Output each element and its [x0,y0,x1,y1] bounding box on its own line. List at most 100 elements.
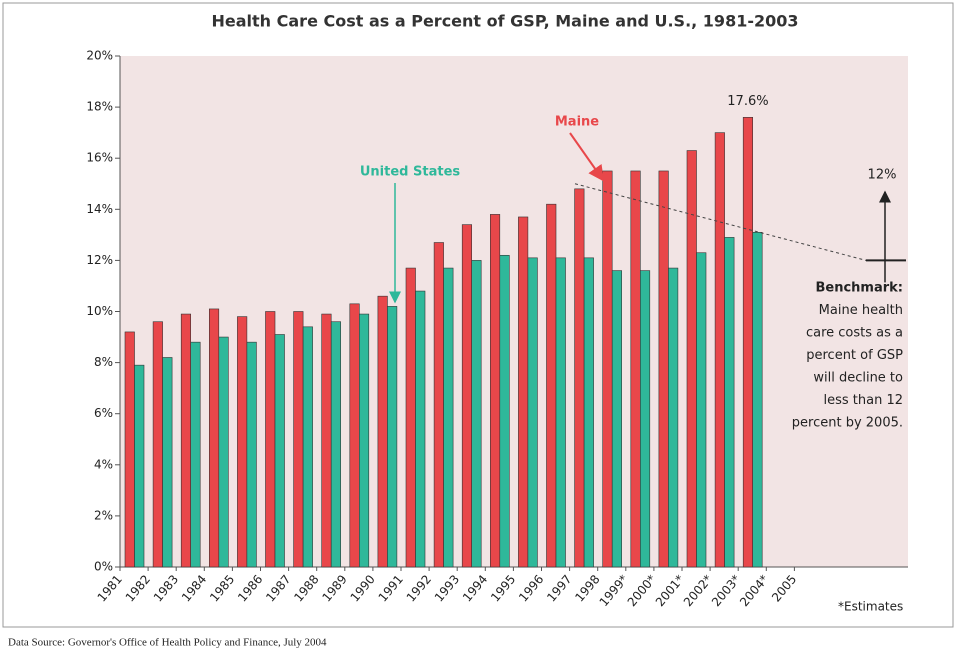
y-tick-label: 12% [86,253,113,267]
y-tick-label: 2% [94,508,113,522]
bar [724,237,735,568]
x-tick-label: 1987 [263,572,293,604]
y-tick-label: 6% [94,406,113,420]
bar [471,260,482,568]
bar [134,364,145,568]
bar [742,117,754,568]
x-tick-label: 1996 [516,572,546,604]
bar [686,150,697,568]
x-tick-label: 1985 [207,572,237,604]
bar [152,321,163,568]
bar [190,341,201,568]
bar [546,203,557,568]
benchmark-text: percent by 2005. [792,416,903,431]
bar [415,290,426,568]
bar [574,188,585,568]
bar [668,267,679,568]
y-tick-label: 20% [86,49,113,63]
bar [330,321,342,568]
bar [302,326,313,568]
bar [321,313,332,568]
bar [349,303,360,568]
x-tick-label: 1991 [376,572,406,604]
series-label: United States [360,165,461,180]
benchmark-trend [574,183,867,261]
y-tick-label: 4% [94,457,113,471]
footnote: *Estimates [838,600,903,614]
bar [499,254,510,568]
bar [461,224,473,568]
x-tick-label: 1997 [544,572,574,604]
bar [293,311,304,568]
y-tick-label: 8% [94,355,113,369]
bar [265,311,276,568]
benchmark-text: Benchmark: [815,281,903,296]
y-tick-label: 16% [86,151,113,165]
x-tick-label: 2004* [737,572,771,609]
source: Data Source: Governor's Office of Health… [8,637,327,649]
x-tick-label: 2000* [625,572,659,609]
value-label: 17.6% [727,94,768,109]
bar [658,170,669,568]
bar [274,334,285,568]
x-tick-label: 1983 [151,572,181,604]
x-tick-label: 1990 [348,572,378,604]
bar [433,242,444,568]
bar [714,132,725,568]
bar [377,295,388,568]
x-tick-label: 1995 [488,572,518,604]
bar [162,357,173,568]
bar [209,308,220,568]
bar [630,170,641,568]
bar [518,216,529,568]
bar [555,257,566,568]
x-tick-label: 1981 [95,572,125,604]
bar [696,252,707,568]
chart-title: Health Care Cost as a Percent of GSP, Ma… [212,12,799,31]
x-tick-label: 1999* [597,572,631,609]
bar [489,214,501,568]
y-tick-label: 18% [86,100,113,114]
bar [527,257,538,568]
x-tick-label: 1993 [432,572,462,604]
series-arrow [569,132,605,182]
benchmark-text: will decline to [813,371,903,386]
x-tick-label: 2001* [653,572,687,609]
x-tick-label: 1994 [460,572,490,604]
x-tick-label: 2005 [769,572,799,604]
benchmark-text: Maine health [819,303,903,318]
y-tick-label: 10% [86,304,113,318]
x-tick-label: 1982 [123,572,153,604]
benchmark-label: 12% [868,168,897,183]
bar [124,331,135,568]
bar [180,313,191,568]
benchmark-text: less than 12 [823,393,903,408]
bar [218,336,229,568]
benchmark-text: percent of GSP [806,348,903,363]
bar [387,306,398,568]
x-tick-label: 1988 [291,572,321,604]
series-label: Maine [555,115,599,130]
y-tick-label: 14% [86,202,113,216]
bar [405,267,416,568]
x-tick-label: 1986 [235,572,265,604]
bar [358,313,370,568]
bar [583,257,594,568]
x-tick-label: 2002* [681,572,715,609]
x-tick-label: 2003* [709,572,743,609]
benchmark-text: care costs as a [806,326,903,341]
bar [602,170,613,568]
x-tick-label: 1984 [179,572,209,604]
bar [639,270,651,568]
bar [752,231,763,568]
frame [2,2,954,628]
bar [237,316,248,568]
bar [443,267,454,568]
x-tick-label: 1992 [404,572,434,604]
bar [246,341,257,568]
bar [611,270,623,568]
x-tick-label: 1989 [319,572,349,604]
y-tick-label: 0% [94,560,113,574]
